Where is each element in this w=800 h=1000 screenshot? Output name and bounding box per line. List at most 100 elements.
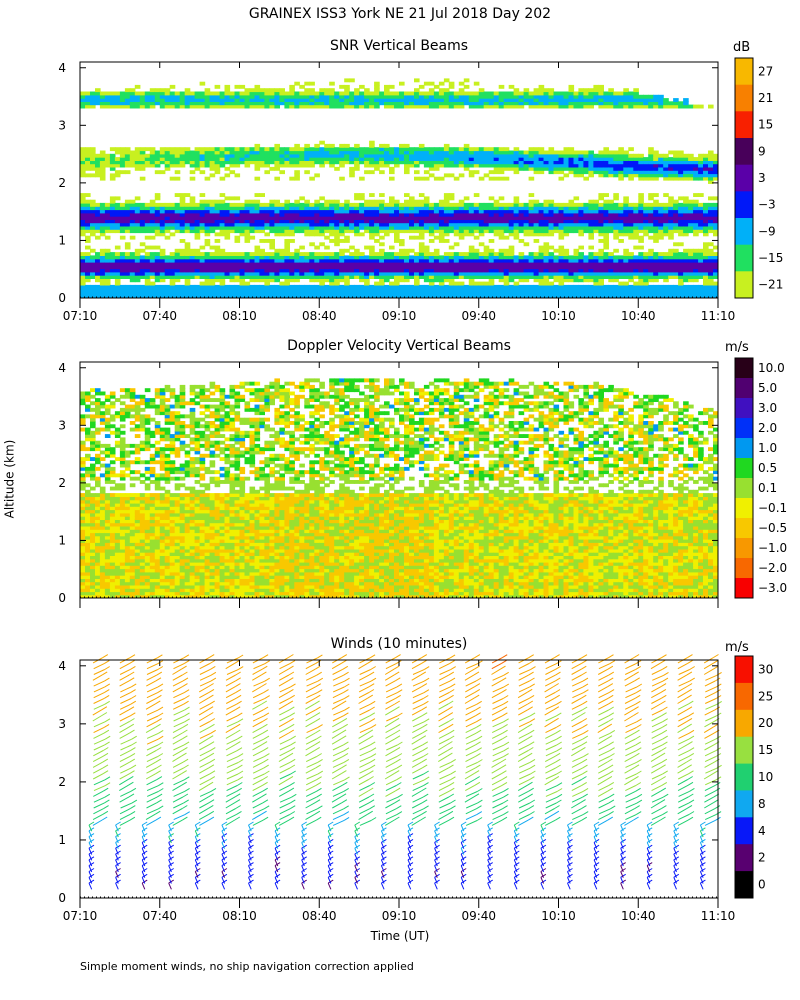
wind-barb <box>115 842 119 849</box>
wind-barb-flag <box>460 879 467 884</box>
wind-barb-flag <box>168 821 174 826</box>
wind-barb-flag <box>688 752 695 757</box>
wind-barb <box>465 709 476 716</box>
wind-barb-flag <box>237 735 243 740</box>
wind-barb-flag <box>555 758 561 763</box>
wind-barb-flag <box>128 671 135 676</box>
wind-barb-flag <box>344 776 350 781</box>
colorbar-label: 20 <box>758 716 773 730</box>
wind-barb <box>464 668 475 675</box>
wind-barb <box>464 691 476 699</box>
wind-barb-flag <box>421 654 428 659</box>
wind-barb <box>358 732 369 739</box>
wind-barb-flag <box>661 781 668 786</box>
wind-barb-flag <box>608 770 614 775</box>
wind-barb <box>460 842 465 849</box>
wind-barb-flag <box>514 850 520 855</box>
wind-barb <box>464 773 475 780</box>
wind-barb-flag <box>115 838 121 843</box>
wind-barb-flag <box>184 706 190 711</box>
wind-barb-flag <box>316 787 322 792</box>
wind-barb-flag <box>460 862 467 867</box>
wind-barb <box>198 715 209 722</box>
wind-barb-flag <box>128 781 134 786</box>
wind-barb <box>625 785 637 792</box>
wind-barb <box>465 808 477 815</box>
wind-barb-flag <box>208 810 215 815</box>
wind-barb <box>380 882 385 890</box>
wind-barb <box>380 865 385 873</box>
x-tick-label: 11:10 <box>701 909 736 923</box>
wind-barb <box>540 836 545 844</box>
wind-barb <box>651 738 663 745</box>
wind-barb <box>194 877 199 884</box>
wind-barb-flag <box>181 781 187 786</box>
wind-barb-flag <box>567 827 573 832</box>
wind-barb-flag <box>88 838 95 843</box>
wind-barb <box>226 721 239 728</box>
wind-barb-flag <box>593 862 600 867</box>
wind-barb-flag <box>343 758 350 763</box>
wind-barb <box>199 796 209 803</box>
wind-barb <box>646 848 651 855</box>
wind-profile <box>380 654 403 890</box>
wind-barb-flag <box>420 816 426 821</box>
wind-barb <box>673 871 677 878</box>
wind-barb <box>92 709 103 716</box>
wind-barb <box>146 663 159 670</box>
wind-barb <box>354 824 358 832</box>
wind-barb <box>333 779 345 786</box>
wind-barb-flag <box>526 752 533 757</box>
wind-barb <box>274 871 279 878</box>
wind-barb <box>88 842 93 849</box>
wind-barb <box>545 802 557 809</box>
wind-barb <box>327 865 332 873</box>
wind-barb <box>253 698 265 704</box>
wind-barb-flag <box>288 787 295 792</box>
wind-barb <box>146 674 158 681</box>
wind-profile <box>168 654 190 890</box>
x-tick-label: 09:40 <box>461 309 496 323</box>
wind-barb <box>332 761 345 768</box>
wind-barb <box>248 842 252 849</box>
wind-barb <box>332 819 345 826</box>
wind-barb-flag <box>700 827 706 832</box>
wind-barb-flag <box>195 838 201 843</box>
wind-barb-flag <box>157 741 164 746</box>
wind-barb <box>146 721 157 728</box>
wind-barb <box>545 727 557 734</box>
wind-barb-flag <box>301 873 307 878</box>
wind-barb-flag <box>115 868 121 872</box>
wind-barb <box>464 674 475 681</box>
x-tick-label: 08:10 <box>222 909 257 923</box>
wind-barb <box>221 836 226 844</box>
wind-barb <box>434 882 438 890</box>
wind-barb-flag <box>182 671 188 676</box>
wind-barb-flag <box>620 868 626 872</box>
wind-barb-flag <box>287 700 294 705</box>
wind-barb <box>571 726 583 734</box>
wind-barb-flag <box>474 654 481 659</box>
wind-barb-flag <box>234 799 241 804</box>
wind-barb <box>677 819 689 826</box>
wind-barb <box>544 808 555 815</box>
wind-barb-flag <box>501 688 507 693</box>
x-tick-label: 07:40 <box>142 309 177 323</box>
wind-barb <box>545 761 556 768</box>
colorbar-label: −15 <box>758 251 783 265</box>
wind-barb <box>518 703 529 710</box>
wind-barb <box>221 848 226 855</box>
wind-barb-flag <box>290 770 296 775</box>
wind-barb-flag <box>262 665 268 670</box>
wind-barb-flag <box>289 660 296 665</box>
wind-barb-flag <box>422 741 429 746</box>
wind-barb-flag <box>636 747 642 752</box>
wind-barb-flag <box>381 856 387 861</box>
wind-barb-flag <box>208 694 214 699</box>
wind-barb-flag <box>500 764 507 769</box>
wind-barb <box>168 836 172 844</box>
wind-barb-flag <box>261 683 267 687</box>
wind-barb <box>518 697 530 704</box>
wind-barb-flag <box>155 816 162 821</box>
wind-barb <box>120 767 132 774</box>
